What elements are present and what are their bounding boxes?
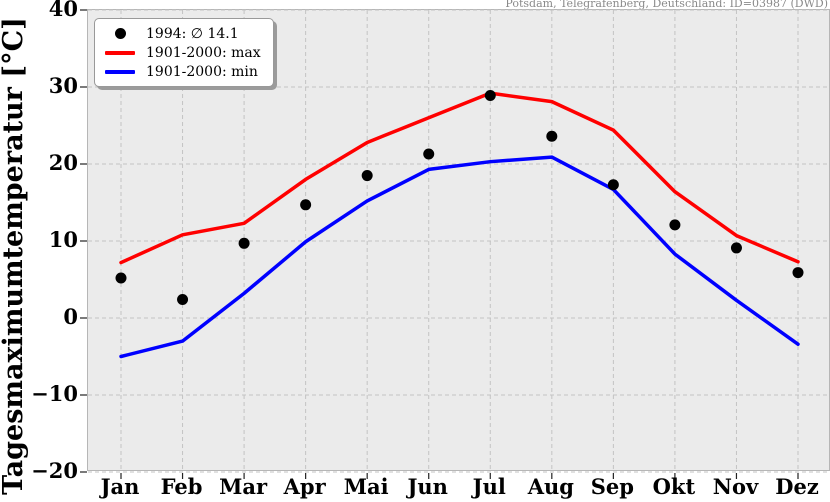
data-point <box>730 242 742 254</box>
x-tick-label: Aug <box>527 474 574 499</box>
y-tick-label: 40 <box>48 0 78 21</box>
legend-dot-icon <box>114 28 126 39</box>
x-tick-label: Apr <box>283 474 326 499</box>
legend-label-min: 1901-2000: min <box>146 63 258 80</box>
legend-min-line-icon <box>105 69 135 74</box>
data-point <box>546 130 558 142</box>
data-point <box>792 267 804 279</box>
x-tick-label: Mar <box>219 474 268 499</box>
data-point <box>361 170 373 182</box>
y-tick-label: −10 <box>31 381 78 406</box>
y-tick-label: 20 <box>48 150 78 175</box>
data-point <box>300 199 312 211</box>
x-tick-label: Mai <box>343 474 389 499</box>
x-tick-label: Nov <box>712 474 759 499</box>
y-tick-label: 0 <box>63 304 78 329</box>
min-line <box>119 155 800 359</box>
x-tick-label: Feb <box>160 474 203 499</box>
legend-label-1994: 1994: ∅ 14.1 <box>146 25 239 42</box>
data-point <box>607 179 619 191</box>
x-tick-label: Okt <box>652 474 696 499</box>
data-point <box>484 89 496 101</box>
x-tick-label: Jul <box>472 474 506 499</box>
x-tick-label: Jun <box>407 474 448 499</box>
station-id-label: Potsdam, Telegrafenberg, Deutschland: ID… <box>505 0 828 10</box>
x-tick-label: Sep <box>590 474 634 499</box>
y-tick-label: 30 <box>48 73 78 98</box>
legend-row-min: 1901-2000: min <box>103 62 261 81</box>
y-tick-label: 10 <box>48 227 78 252</box>
x-tick-label: Dez <box>775 474 819 499</box>
legend: 1994: ∅ 14.1 1901-2000: max 1901-2000: m… <box>94 18 274 87</box>
y-tick-label: −20 <box>31 458 78 483</box>
max-line <box>119 91 800 265</box>
chart-canvas <box>80 9 830 479</box>
x-tick-label: Jan <box>100 474 140 499</box>
data-point <box>115 272 127 284</box>
data-point <box>238 237 250 249</box>
data-point <box>669 219 681 231</box>
legend-row-1994: 1994: ∅ 14.1 <box>103 24 261 43</box>
legend-label-max: 1901-2000: max <box>146 44 261 61</box>
legend-max-line-icon <box>105 50 135 55</box>
data-point <box>423 148 435 160</box>
legend-row-max: 1901-2000: max <box>103 43 261 62</box>
data-point <box>177 294 189 306</box>
